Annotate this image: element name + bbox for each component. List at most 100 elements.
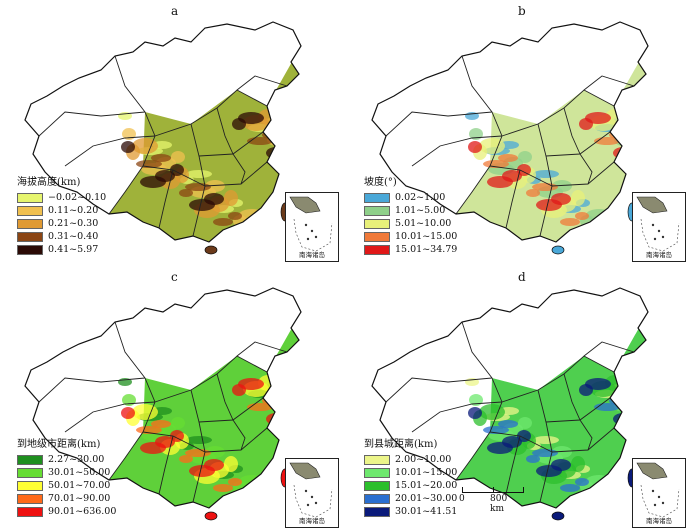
legend-item: 0.02~1.00 — [364, 191, 457, 204]
class-patch — [624, 125, 638, 133]
class-patch — [575, 478, 589, 486]
class-patch — [579, 118, 593, 130]
legend-item: 2.00~10.00 — [364, 453, 457, 466]
legend-item: 90.01~636.00 — [17, 505, 116, 518]
province-border — [537, 389, 553, 503]
class-patch — [228, 212, 242, 220]
legend-swatch — [364, 205, 390, 216]
province-border — [236, 341, 288, 357]
class-patch — [213, 218, 233, 226]
panel-letter: d — [518, 270, 526, 284]
class-patch — [533, 170, 559, 178]
province-border — [190, 389, 206, 503]
country-outline — [24, 21, 302, 243]
class-patch — [533, 436, 559, 444]
legend-swatch — [17, 244, 43, 255]
legend-item: 30.01~50.00 — [17, 466, 116, 479]
legend-label: 30.01~50.00 — [48, 466, 111, 478]
legend: 坡度(°) 0.02~1.00 1.01~5.00 5.01~10.00 10.… — [364, 178, 457, 256]
legend-label: 0.41~5.97 — [48, 243, 99, 255]
hainan-island — [204, 511, 218, 521]
island-dot — [651, 489, 655, 493]
legend-title: 海拔高度(km) — [17, 177, 81, 188]
inset-label: 南海诸岛 — [646, 251, 672, 259]
legend-label: 50.01~70.00 — [48, 479, 111, 491]
class-patch — [189, 465, 215, 477]
class-patch — [560, 484, 580, 492]
island-dot — [310, 229, 314, 233]
island-dot — [657, 495, 661, 499]
class-patch — [189, 199, 215, 211]
province-border — [505, 435, 521, 495]
legend-item: −0.02~0.10 — [17, 191, 106, 204]
legend-item: 0.41~5.97 — [17, 243, 106, 256]
map-panel-b: b 坡度(°) 0.02~1.00 1.01~5.00 5.01~10.00 1… — [352, 2, 692, 264]
legend-swatch — [364, 493, 390, 504]
legend-swatch — [364, 192, 390, 203]
province-border — [216, 107, 234, 155]
province-border — [232, 419, 246, 451]
legend-swatch — [364, 231, 390, 242]
class-patch — [151, 420, 171, 428]
province-border — [583, 341, 635, 357]
province-border — [232, 153, 246, 185]
province-border — [114, 321, 156, 403]
legend-item: 0.11~0.20 — [17, 204, 106, 217]
panel-letter: a — [171, 4, 179, 18]
class-patch — [624, 391, 638, 399]
class-patch — [122, 394, 136, 406]
land-fill — [456, 46, 648, 242]
province-border — [108, 135, 156, 215]
class-patch — [277, 125, 291, 133]
province-border — [455, 135, 503, 215]
legend-label: 70.01~90.00 — [48, 492, 111, 504]
inset-coast — [636, 462, 668, 480]
class-patch — [469, 128, 483, 140]
scale-label-distance: 800 km — [490, 494, 508, 514]
legend: 海拔高度(km) −0.02~0.10 0.11~0.20 0.21~0.30 … — [17, 178, 106, 256]
legend-label: 10.01~15.00 — [395, 466, 458, 478]
legend-label: 0.21~0.30 — [48, 217, 99, 229]
island-dot — [306, 237, 310, 241]
province-border — [505, 169, 521, 229]
class-patch — [579, 384, 593, 396]
province-border — [579, 153, 593, 185]
legend-label: 15.01~20.00 — [395, 479, 458, 491]
legend-item: 15.01~34.79 — [364, 243, 457, 256]
legend-label: 0.31~0.40 — [48, 230, 99, 242]
legend-swatch — [17, 493, 43, 504]
china-map — [24, 21, 302, 255]
nine-dash-line — [640, 484, 680, 518]
south-china-sea-inset: 南海诸岛 — [632, 192, 686, 262]
legend-swatch — [364, 480, 390, 491]
map-panel-a: a 海拔高度(km) −0.02~0.10 0.11~0.20 0.21~0.3… — [5, 2, 345, 264]
inset-label: 南海诸岛 — [646, 517, 672, 525]
class-patch — [121, 141, 135, 153]
country-outline — [371, 287, 649, 509]
legend-title: 到地级市距离(km) — [17, 439, 101, 450]
legend-swatch — [17, 454, 43, 465]
legend: 到县城距离(km) 2.00~10.00 10.01~15.00 15.01~2… — [364, 440, 457, 518]
island-dot — [657, 229, 661, 233]
inset-coast — [289, 462, 321, 480]
country-outline — [24, 287, 302, 509]
island-dot — [314, 235, 318, 239]
island-dot — [306, 503, 310, 507]
legend-label: 2.00~10.00 — [395, 453, 452, 465]
china-map — [24, 287, 302, 521]
legend-label: 90.01~636.00 — [48, 505, 117, 517]
class-patch — [469, 394, 483, 406]
panel-letter: b — [518, 4, 526, 18]
inset-map — [636, 462, 680, 518]
legend-swatch — [364, 454, 390, 465]
island-dot — [661, 501, 665, 505]
class-patch — [575, 212, 589, 220]
china-map — [371, 287, 649, 521]
nine-dash-line — [640, 218, 680, 252]
province-border — [236, 75, 288, 91]
legend-label: 15.01~34.79 — [395, 243, 458, 255]
class-patch — [526, 189, 540, 197]
island-dot — [314, 501, 318, 505]
legend-label: 5.01~10.00 — [395, 217, 452, 229]
province-border — [190, 123, 206, 237]
